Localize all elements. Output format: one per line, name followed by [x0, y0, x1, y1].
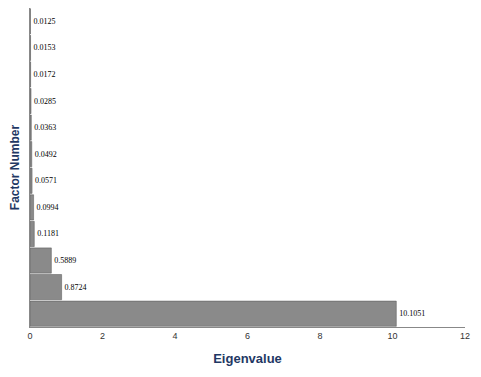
svg-text:Eigenvalue: Eigenvalue	[213, 351, 282, 366]
svg-text:0.0285: 0.0285	[34, 97, 56, 106]
svg-text:0.0363: 0.0363	[34, 123, 56, 132]
svg-text:Factor Number: Factor Number	[8, 125, 22, 211]
svg-text:0.0153: 0.0153	[34, 43, 56, 52]
svg-text:8: 8	[317, 331, 322, 341]
svg-text:12: 12	[460, 331, 470, 341]
svg-text:0.0994: 0.0994	[37, 203, 59, 212]
svg-text:0.8724: 0.8724	[65, 283, 87, 292]
svg-text:0.0571: 0.0571	[35, 176, 57, 185]
svg-text:10: 10	[387, 331, 397, 341]
svg-text:0.0492: 0.0492	[35, 150, 57, 159]
svg-text:0.0172: 0.0172	[34, 70, 56, 79]
svg-text:10.1051: 10.1051	[399, 309, 425, 318]
svg-text:0.1181: 0.1181	[37, 229, 59, 238]
svg-text:0.5889: 0.5889	[54, 256, 76, 265]
svg-text:0.0125: 0.0125	[33, 17, 55, 26]
svg-text:4: 4	[172, 331, 177, 341]
svg-text:6: 6	[245, 331, 250, 341]
svg-text:2: 2	[100, 331, 105, 341]
svg-text:0: 0	[27, 331, 32, 341]
